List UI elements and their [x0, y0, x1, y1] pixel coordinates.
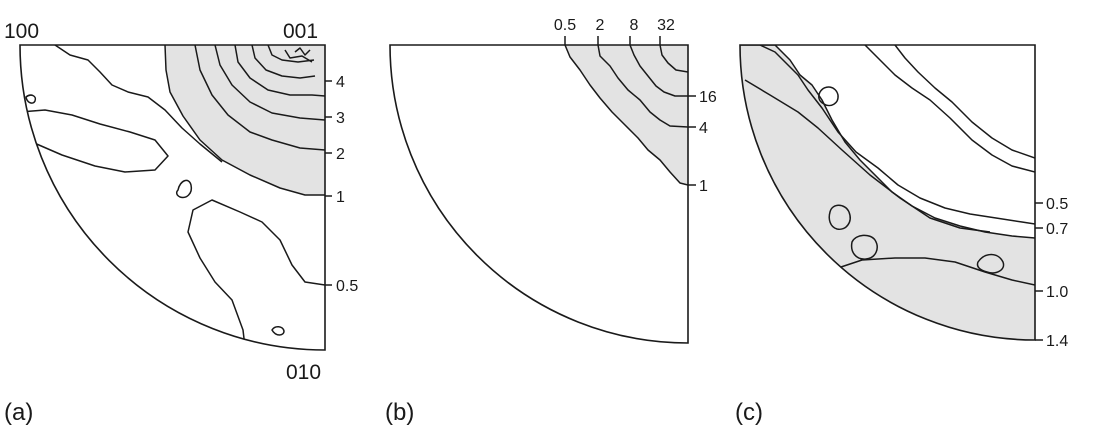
- contour-line: [828, 204, 851, 231]
- contour-label: 0.5: [1046, 196, 1068, 213]
- contour-label: 8: [630, 17, 639, 34]
- contour-line: [629, 45, 688, 97]
- panel-b-shaded-region: [565, 45, 688, 185]
- contour-label: 1: [699, 178, 708, 195]
- contour-label: 1.4: [1046, 333, 1068, 350]
- contour-line: [54, 45, 223, 163]
- panel-b-boundary: [389, 44, 689, 344]
- contour-line: [564, 45, 688, 186]
- contour-line: [284, 49, 313, 63]
- panel-label: (b): [385, 399, 414, 426]
- contour-line: [194, 45, 325, 151]
- contour-label: 32: [657, 17, 675, 34]
- contour-line: [25, 94, 37, 104]
- contour-line: [187, 199, 325, 348]
- contour-line: [175, 179, 193, 199]
- contour-line: [759, 45, 1035, 225]
- corner-label-top-left: 100: [4, 20, 39, 43]
- contour-line: [744, 79, 991, 233]
- panel-c-boundary: [739, 44, 1036, 341]
- contour-line: [214, 45, 325, 121]
- contour-line: [597, 45, 688, 128]
- contour-line: [267, 45, 315, 63]
- contour-line: [740, 45, 1035, 239]
- panel-label: (a): [4, 399, 33, 426]
- contour-line: [818, 86, 839, 107]
- contour-label: 1.0: [1046, 284, 1068, 301]
- panel-a-shaded-region: [165, 45, 325, 195]
- corner-label-top-right: 001: [283, 20, 318, 43]
- contour-label: 16: [699, 89, 717, 106]
- panel-b: 0.5 2 8 32 16 4 1 (b): [385, 17, 717, 426]
- contour-line: [234, 45, 325, 97]
- contour-label: 0.7: [1046, 221, 1068, 238]
- corner-label-bottom-right: 010: [286, 361, 321, 384]
- contour-line: [20, 109, 169, 173]
- contour-line: [850, 234, 878, 260]
- panel-c-shaded-region: [740, 45, 1035, 340]
- contour-label: 3: [336, 110, 345, 127]
- contour-label: 1: [336, 189, 345, 206]
- contour-line: [271, 326, 285, 336]
- panel-c: 0.5 0.7 1.0 1.4 (c): [735, 44, 1068, 426]
- contour-label: 4: [336, 74, 345, 91]
- contour-line: [864, 45, 1035, 173]
- contour-line: [976, 253, 1005, 274]
- contour-line: [894, 45, 1035, 159]
- contour-label: 4: [699, 120, 708, 137]
- contour-label: 0.5: [336, 278, 358, 295]
- panel-a: 100 001 010 4 3 2 1 0.5 (a): [4, 20, 358, 426]
- contour-line: [659, 45, 688, 73]
- contour-line: [164, 45, 325, 196]
- contour-line: [251, 45, 316, 79]
- contour-line: [294, 47, 311, 56]
- panel-a-boundary: [19, 44, 326, 351]
- panel-label: (c): [735, 399, 763, 426]
- contour-label: 2: [596, 17, 605, 34]
- contour-label: 0.5: [554, 17, 576, 34]
- contour-label: 2: [336, 146, 345, 163]
- contour-line: [837, 257, 1035, 286]
